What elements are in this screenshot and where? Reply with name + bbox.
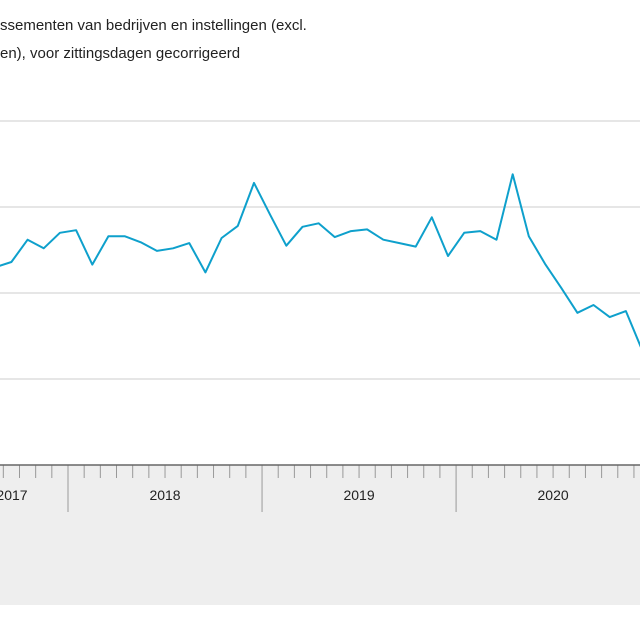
chart-title: ssementen van bedrijven en instellingen …	[0, 17, 307, 34]
x-tick-label: 2017	[0, 487, 28, 503]
x-tick-label: 2020	[538, 487, 569, 503]
axis-band	[0, 465, 640, 605]
x-tick-label: 2019	[343, 487, 374, 503]
x-tick-label: 2018	[149, 487, 180, 503]
chart-title: en), voor zittingsdagen gecorrigeerd	[0, 45, 240, 62]
data-line	[0, 173, 640, 348]
